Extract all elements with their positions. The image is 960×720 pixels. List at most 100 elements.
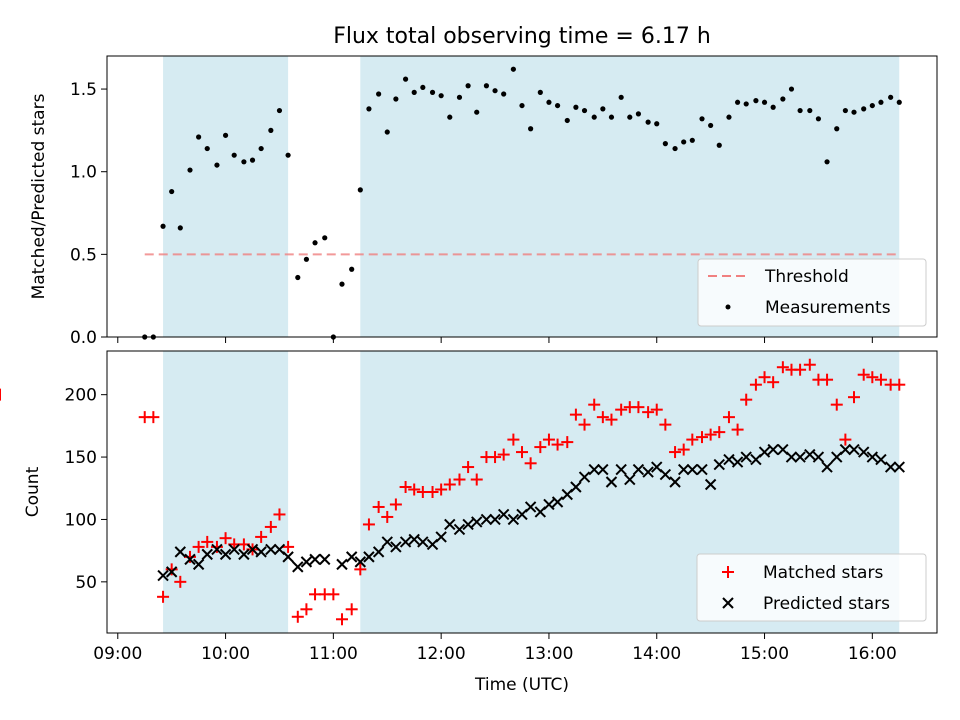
- predicted-star-point: [632, 463, 645, 476]
- predicted-star-point: [219, 548, 232, 561]
- predicted-star-point: [381, 536, 393, 548]
- predicted-star-point: [588, 463, 600, 476]
- measurement-point: [842, 107, 848, 114]
- matched-star-point: [443, 478, 456, 491]
- matched-star-point: [516, 446, 528, 459]
- measurement-point: [465, 83, 471, 89]
- matched-star-point: [830, 398, 843, 411]
- matched-star-point: [596, 411, 609, 424]
- predicted-star-point: [471, 516, 483, 528]
- predicted-star-point: [408, 533, 420, 546]
- matched-star-point: [731, 423, 744, 436]
- predicted-star-point: [543, 498, 555, 511]
- predicted-star-point: [201, 548, 213, 561]
- matched-star-point: [399, 481, 412, 494]
- predicted-star-point: [228, 543, 240, 556]
- matched-star-point: [839, 433, 852, 446]
- predicted-star-point: [804, 448, 816, 461]
- legend-matched-swatch: [722, 566, 734, 578]
- measurement-point: [303, 256, 310, 262]
- matched-star-point: [389, 498, 402, 511]
- measurement-point: [376, 91, 382, 97]
- measurement-point: [546, 99, 552, 105]
- predicted-star-point: [372, 546, 385, 558]
- matched-star-point: [722, 411, 735, 424]
- matched-star-point: [821, 373, 834, 386]
- measurement-point: [708, 122, 714, 129]
- top-y-axis-label: Matched/Predicted stars: [29, 93, 49, 299]
- predicted-star-point: [839, 443, 852, 456]
- predicted-star-point: [624, 473, 636, 486]
- matched-stars-points: [0, 358, 906, 626]
- measurement-point: [662, 141, 668, 147]
- measurement-point: [591, 114, 597, 120]
- matched-star-point: [165, 563, 178, 576]
- measurement-point: [689, 137, 695, 143]
- measurement-point: [788, 86, 795, 92]
- y-tick-label: 0.5: [70, 245, 97, 265]
- top-y-ticks: 0.0 0.5 1.0 1.5: [70, 80, 107, 348]
- measurement-point: [888, 94, 894, 100]
- measurement-point: [834, 126, 840, 132]
- measurement-point: [896, 99, 902, 105]
- measurement-point: [573, 104, 579, 110]
- matched-star-point: [381, 510, 394, 523]
- legend-measurements-label: Measurements: [765, 298, 891, 318]
- predicted-star-point: [686, 463, 699, 476]
- predicted-star-point: [597, 463, 609, 476]
- measurement-point: [177, 225, 183, 231]
- measurement-point: [654, 121, 660, 127]
- matched-star-point: [749, 378, 762, 391]
- x-tick-label: 16:00: [848, 644, 897, 664]
- measurement-point: [807, 107, 813, 114]
- matched-star-point: [561, 436, 574, 449]
- matched-star-point: [551, 438, 564, 451]
- bottom-legend: Matched stars Predicted stars: [696, 553, 927, 622]
- matched-star-point: [264, 520, 277, 533]
- matched-star-point: [542, 433, 555, 446]
- matched-star-point: [758, 371, 771, 384]
- x-tick-label: 13:00: [524, 644, 573, 664]
- measurement-point: [780, 96, 786, 102]
- measurement-point: [322, 235, 328, 241]
- matched-star-point: [255, 530, 268, 543]
- predicted-star-point: [884, 461, 897, 473]
- measurement-point: [411, 89, 417, 95]
- measurement-point: [635, 111, 642, 117]
- matched-star-point: [426, 486, 439, 498]
- measurement-point: [366, 106, 372, 112]
- ratio-panel: 0.0 0.5 1.0 1.5 Matched/Predicted stars Thr…: [29, 55, 938, 348]
- measurement-points: [142, 66, 902, 340]
- predicted-star-point: [812, 451, 825, 463]
- matched-star-point: [210, 540, 223, 553]
- measurement-point: [456, 94, 463, 100]
- predicted-star-point: [704, 478, 717, 491]
- measurement-point: [716, 142, 722, 148]
- measurement-point: [339, 281, 345, 287]
- predicted-star-point: [507, 513, 520, 526]
- y-tick-label: 150: [65, 448, 97, 468]
- predicted-star-point: [417, 536, 429, 548]
- predicted-star-point: [524, 501, 537, 513]
- predicted-star-point: [238, 548, 250, 561]
- legend-predicted-swatch: [722, 597, 734, 609]
- matched-star-point: [866, 371, 879, 384]
- predicted-star-point: [489, 513, 501, 526]
- legend-predicted-label: Predicted stars: [763, 594, 890, 614]
- predicted-star-point: [785, 451, 798, 463]
- measurement-point: [699, 116, 705, 122]
- matched-star-point: [677, 443, 690, 456]
- chart-title: Flux total observing time = 6.17 h: [333, 24, 711, 49]
- predicted-star-point: [794, 451, 806, 463]
- matched-star-point: [524, 457, 537, 470]
- measurement-point: [528, 126, 534, 132]
- matched-star-point: [704, 428, 717, 441]
- predicted-star-point: [866, 451, 879, 463]
- measurement-point: [564, 117, 570, 124]
- predicted-star-point: [497, 508, 510, 521]
- predicted-star-point: [669, 476, 681, 488]
- y-tick-label: 1.0: [70, 163, 97, 183]
- predicted-star-point: [551, 496, 564, 508]
- measurement-point: [851, 109, 857, 115]
